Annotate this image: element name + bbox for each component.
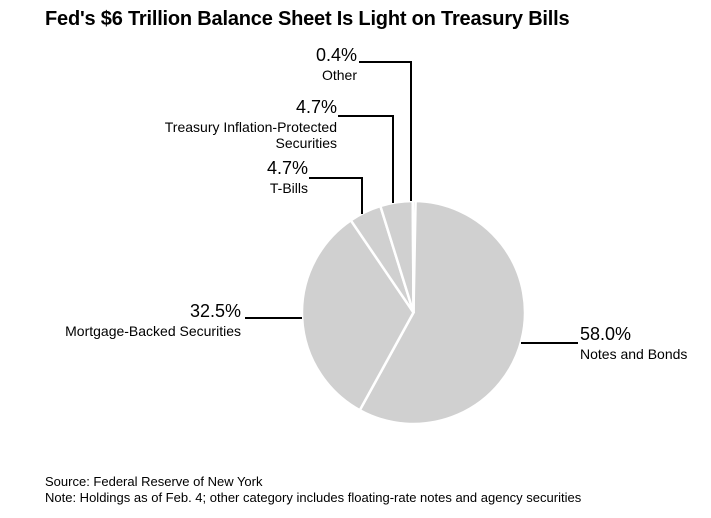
callout-notes-value: 58.0% <box>580 324 632 344</box>
callout-mbs-value: 32.5% <box>189 301 241 321</box>
pie-slices <box>300 199 527 426</box>
callout-other-value: 0.4% <box>315 45 357 65</box>
pie-slice-mortgage-backed-securities <box>300 219 415 412</box>
leader-line-tips <box>338 115 394 203</box>
callout-notes-label: Notes and Bonds <box>580 346 688 362</box>
pie-slice-other <box>411 199 417 314</box>
callout-notes-and-bonds: 58.0% Notes and Bonds <box>580 324 687 362</box>
pie-slice-notes-and-bonds <box>358 199 527 426</box>
callout-tips-value: 4.7% <box>295 97 337 117</box>
source-line: Source: Federal Reserve of New York <box>45 474 263 489</box>
callout-tips: 4.7% Treasury Inflation-Protected Securi… <box>165 97 337 151</box>
callout-other: 0.4% Other <box>316 45 357 83</box>
callout-mortgage-backed-securities: 32.5% Mortgage-Backed Securities <box>65 301 241 339</box>
callout-t-bills: 4.7% T-Bills <box>267 158 308 196</box>
note-line: Note: Holdings as of Feb. 4; other categ… <box>45 490 582 505</box>
callout-tips-label-line1: Treasury Inflation-Protected <box>164 119 337 135</box>
callout-t-bills-value: 4.7% <box>266 158 308 178</box>
leader-line-other <box>359 61 412 201</box>
leader-line-t-bills <box>309 177 363 214</box>
chart-title: Fed's $6 Trillion Balance Sheet Is Light… <box>45 8 570 30</box>
callout-other-label: Other <box>321 67 357 83</box>
callout-tips-label-line2: Securities <box>275 135 337 151</box>
callout-mbs-label: Mortgage-Backed Securities <box>65 323 241 339</box>
leader-lines <box>245 61 578 344</box>
callout-t-bills-label: T-Bills <box>269 180 308 196</box>
chart-footer: Source: Federal Reserve of New York Note… <box>45 474 581 506</box>
